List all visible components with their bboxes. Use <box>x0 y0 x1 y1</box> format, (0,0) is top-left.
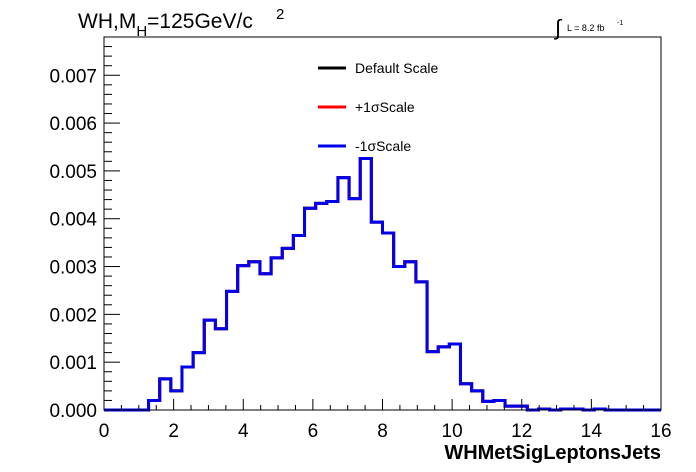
y-axis: 0.000 0.001 0.002 0.003 0.004 0.005 0.006 0.007 <box>49 36 120 422</box>
x-tick-label: 2 <box>168 421 179 442</box>
y-tick-label: 0.007 <box>49 66 97 87</box>
x-tick-label: 12 <box>511 421 532 442</box>
legend-label-1: +1σScale <box>355 99 415 115</box>
title-superscript: 2 <box>276 6 284 23</box>
x-axis-title: WHMetSigLeptonsJets <box>444 442 661 464</box>
y-tick-label: 0.004 <box>49 210 97 231</box>
series-layer <box>104 156 661 412</box>
x-tick-label: 0 <box>99 421 110 442</box>
legend-label-2: -1σScale <box>355 138 411 154</box>
integral-symbol: ∫ <box>553 15 563 40</box>
title-main: WH,MH=125GeV/c <box>78 10 253 40</box>
x-tick-label: 4 <box>238 421 249 442</box>
chart-title: WH,MH=125GeV/c 2 <box>78 6 284 40</box>
x-tick-label: 8 <box>377 421 388 442</box>
legend: Default Scale +1σScale -1σScale <box>318 60 438 154</box>
luminosity-text: L = 8.2 fb <box>567 23 604 33</box>
y-tick-label: 0.002 <box>49 305 97 326</box>
y-tick-label: 0.003 <box>49 258 97 279</box>
luminosity-superscript: -1 <box>617 20 623 27</box>
luminosity-label: ∫ L = 8.2 fb -1 <box>553 15 623 40</box>
y-tick-label: 0.000 <box>49 401 97 422</box>
y-tick-label: 0.005 <box>49 162 97 183</box>
x-tick-label: 10 <box>442 421 463 442</box>
y-tick-label: 0.001 <box>49 353 97 374</box>
legend-label-0: Default Scale <box>355 60 438 76</box>
y-tick-label: 0.006 <box>49 114 97 135</box>
x-tick-label: 14 <box>581 421 603 442</box>
x-axis: 0 2 4 6 8 10 12 14 16 <box>99 399 672 442</box>
x-tick-label: 16 <box>650 421 671 442</box>
series-line-2 <box>104 156 661 412</box>
x-tick-label: 6 <box>308 421 319 442</box>
